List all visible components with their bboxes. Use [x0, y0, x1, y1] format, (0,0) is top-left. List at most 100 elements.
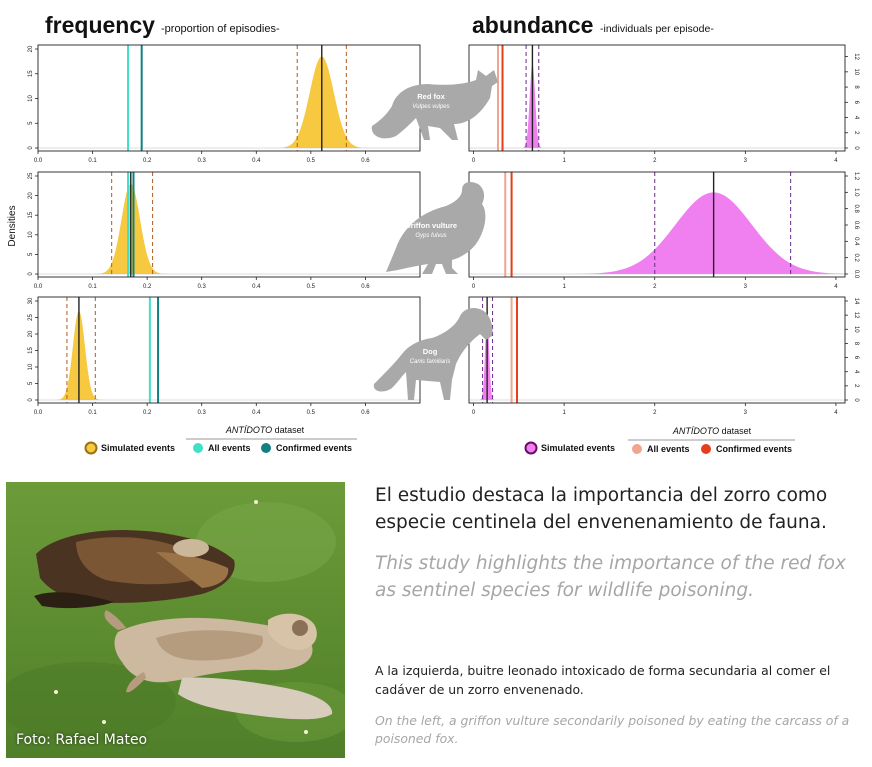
y-tick-label: 0 [853, 146, 859, 150]
y-tick-label: 8 [853, 342, 859, 346]
y-tick-label: 0.6 [853, 221, 859, 230]
x-tick-label: 2 [653, 284, 657, 290]
y-tick-label: 2 [853, 384, 859, 388]
caption-english-photo-note: On the left, a griffon vulture secondari… [375, 713, 850, 746]
legend-freq-confirmed-label: Confirmed events [276, 443, 352, 453]
y-tick-label: 0.2 [853, 253, 859, 262]
y-tick-label: 6 [853, 101, 859, 105]
x-tick-label: 0 [472, 410, 476, 416]
x-tick-label: 0.2 [143, 158, 152, 164]
x-tick-label: 4 [834, 284, 838, 290]
x-tick-label: 2 [653, 410, 657, 416]
species-name-griffon-vulture: Griffon vulture [405, 221, 457, 230]
poisoned-animals-photo: Foto: Rafael Mateo [6, 482, 345, 758]
legend-abund-dataset-suffix: dataset [719, 426, 752, 436]
x-tick-label: 3 [744, 410, 748, 416]
frequency-panel-griffon-vulture: 0.0 0.1 0.2 0.3 0.4 0.5 0.6 0 5 10 15 20 25 [28, 171, 421, 290]
y-tick-label: 0 [28, 146, 34, 150]
photo-illustration [6, 482, 345, 758]
y-tick-label: 8 [853, 85, 859, 89]
plot-frame [37, 171, 421, 278]
x-tick-label: 4 [834, 158, 838, 164]
y-tick-label: 1.2 [853, 172, 859, 181]
x-tick-label: 0.0 [34, 410, 43, 416]
species-name-red-fox: Red fox [417, 92, 445, 101]
x-tick-label: 0.6 [361, 158, 370, 164]
figure: frequency -proportion of episodies- abun… [7, 12, 866, 455]
y-tick-label: 20 [28, 330, 34, 337]
abundance-title: abundance [472, 12, 593, 38]
y-tick-label: 30 [28, 297, 34, 304]
dog-silhouette-icon [373, 308, 493, 400]
x-tick-label: 0.3 [198, 158, 207, 164]
legend-abund-simulated-marker [524, 441, 538, 455]
y-tick-label: 0.8 [853, 204, 859, 213]
species-latin-red-fox: Vulpes vulpes [412, 104, 449, 110]
x-tick-label: 0.0 [34, 158, 43, 164]
y-tick-label: 12 [853, 53, 859, 60]
y-tick-label: 25 [28, 172, 34, 179]
y-tick-label: 5 [28, 252, 34, 256]
legend-abund-simulated-label: Simulated events [541, 443, 615, 453]
x-tick-label: 0.6 [361, 410, 370, 416]
y-tick-label: 0 [853, 398, 859, 402]
fox-silhouette-icon [371, 70, 498, 140]
species-name-dog: Dog [423, 347, 438, 356]
y-tick-label: 0.0 [853, 270, 859, 279]
legend-freq-all-label: All events [208, 443, 251, 453]
x-tick-label: 0.2 [143, 284, 152, 290]
vulture-carcass [34, 530, 235, 609]
x-tick-label: 1 [562, 284, 566, 290]
x-tick-label: 3 [744, 284, 748, 290]
y-tick-label: 0.4 [853, 237, 859, 246]
caption-english-headline: This study highlights the importance of … [375, 553, 846, 601]
legend-freq-simulated-marker [84, 441, 98, 455]
x-tick-label: 0.1 [88, 284, 97, 290]
x-tick-label: 0.5 [307, 410, 316, 416]
y-tick-label: 15 [28, 347, 34, 354]
legend-freq-all-marker [193, 443, 203, 453]
y-tick-label: 25 [28, 314, 34, 321]
y-tick-label: 0 [28, 272, 34, 276]
abundance-subtitle: -individuals per episode- [600, 23, 714, 35]
x-tick-label: 0.4 [252, 284, 261, 290]
caption-spanish-headline: El estudio destaca la importancia del zo… [375, 485, 828, 533]
y-tick-label: 15 [28, 70, 34, 77]
y-tick-label: 10 [28, 95, 34, 102]
abundance-panel-griffon-vulture: 0 1 2 3 4 0.0 0.2 0.4 0.6 0.8 1.0 1.2 [468, 171, 866, 290]
legend-abund-dataset: ANTÍDOTO dataset [672, 426, 752, 436]
y-tick-label: 20 [28, 192, 34, 199]
frequency-panel-dog: 0.0 0.1 0.2 0.3 0.4 0.5 0.6 0 5 10 15 20 25 30 [28, 296, 421, 416]
fox-carcass [104, 610, 333, 720]
y-tick-label: 1.0 [853, 188, 859, 197]
y-tick-label: 10 [853, 69, 859, 76]
x-tick-label: 0.4 [252, 158, 261, 164]
plot-frame [468, 44, 846, 152]
plot-frame [468, 296, 846, 404]
y-tick-label: 20 [28, 45, 34, 52]
x-tick-label: 0.4 [252, 410, 261, 416]
x-tick-label: 0.1 [88, 158, 97, 164]
species-latin-dog: Canis familiaris [410, 359, 451, 365]
flower-dots [54, 500, 308, 734]
y-tick-label: 4 [853, 370, 859, 374]
frequency-title: frequency [45, 12, 155, 38]
y-axis-label: Densities [7, 205, 18, 246]
species-latin-griffon-vulture: Gyps fulvus [415, 233, 446, 239]
x-tick-label: 1 [562, 158, 566, 164]
frequency-panel-red-fox: 0.0 0.1 0.2 0.3 0.4 0.5 0.6 0 5 10 15 20 [28, 44, 421, 164]
legend-abund-dataset-name: ANTÍDOTO [672, 426, 719, 436]
y-tick-label: 4 [853, 116, 859, 120]
photo-credit: Foto: Rafael Mateo [16, 732, 148, 748]
x-tick-label: 0 [472, 284, 476, 290]
legend-freq-simulated-label: Simulated events [101, 443, 175, 453]
x-tick-label: 4 [834, 410, 838, 416]
frequency-subtitle: -proportion of episodies- [161, 23, 280, 35]
x-tick-label: 0.5 [307, 284, 316, 290]
y-tick-label: 5 [28, 121, 34, 125]
legend-abund-all-label: All events [647, 444, 690, 454]
y-tick-label: 2 [853, 131, 859, 135]
legend-freq-dataset: ANTÍDOTO dataset [225, 425, 305, 435]
